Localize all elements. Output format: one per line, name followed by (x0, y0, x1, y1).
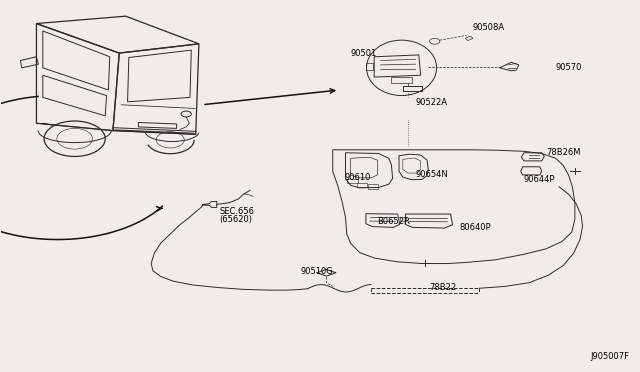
Bar (357, 183, 367, 187)
Text: 90644P: 90644P (524, 175, 556, 184)
Text: 90510G: 90510G (301, 267, 333, 276)
Bar (348, 179, 358, 183)
Text: 90570: 90570 (556, 63, 582, 72)
Text: 90654N: 90654N (415, 170, 449, 179)
Text: (65620): (65620) (220, 215, 252, 224)
Text: 90508A: 90508A (473, 23, 505, 32)
Text: 78B26M: 78B26M (546, 148, 580, 157)
Text: SEC.656: SEC.656 (220, 206, 254, 216)
Text: J905007F: J905007F (590, 352, 629, 361)
Text: 90610: 90610 (344, 173, 371, 182)
Text: 78B22: 78B22 (429, 283, 457, 292)
Bar (368, 184, 378, 189)
Text: 90522A: 90522A (415, 98, 447, 107)
Bar (399, 217, 406, 221)
Text: 90501: 90501 (351, 49, 377, 58)
Text: 80640P: 80640P (459, 223, 490, 232)
Text: B0652R: B0652R (378, 217, 410, 225)
